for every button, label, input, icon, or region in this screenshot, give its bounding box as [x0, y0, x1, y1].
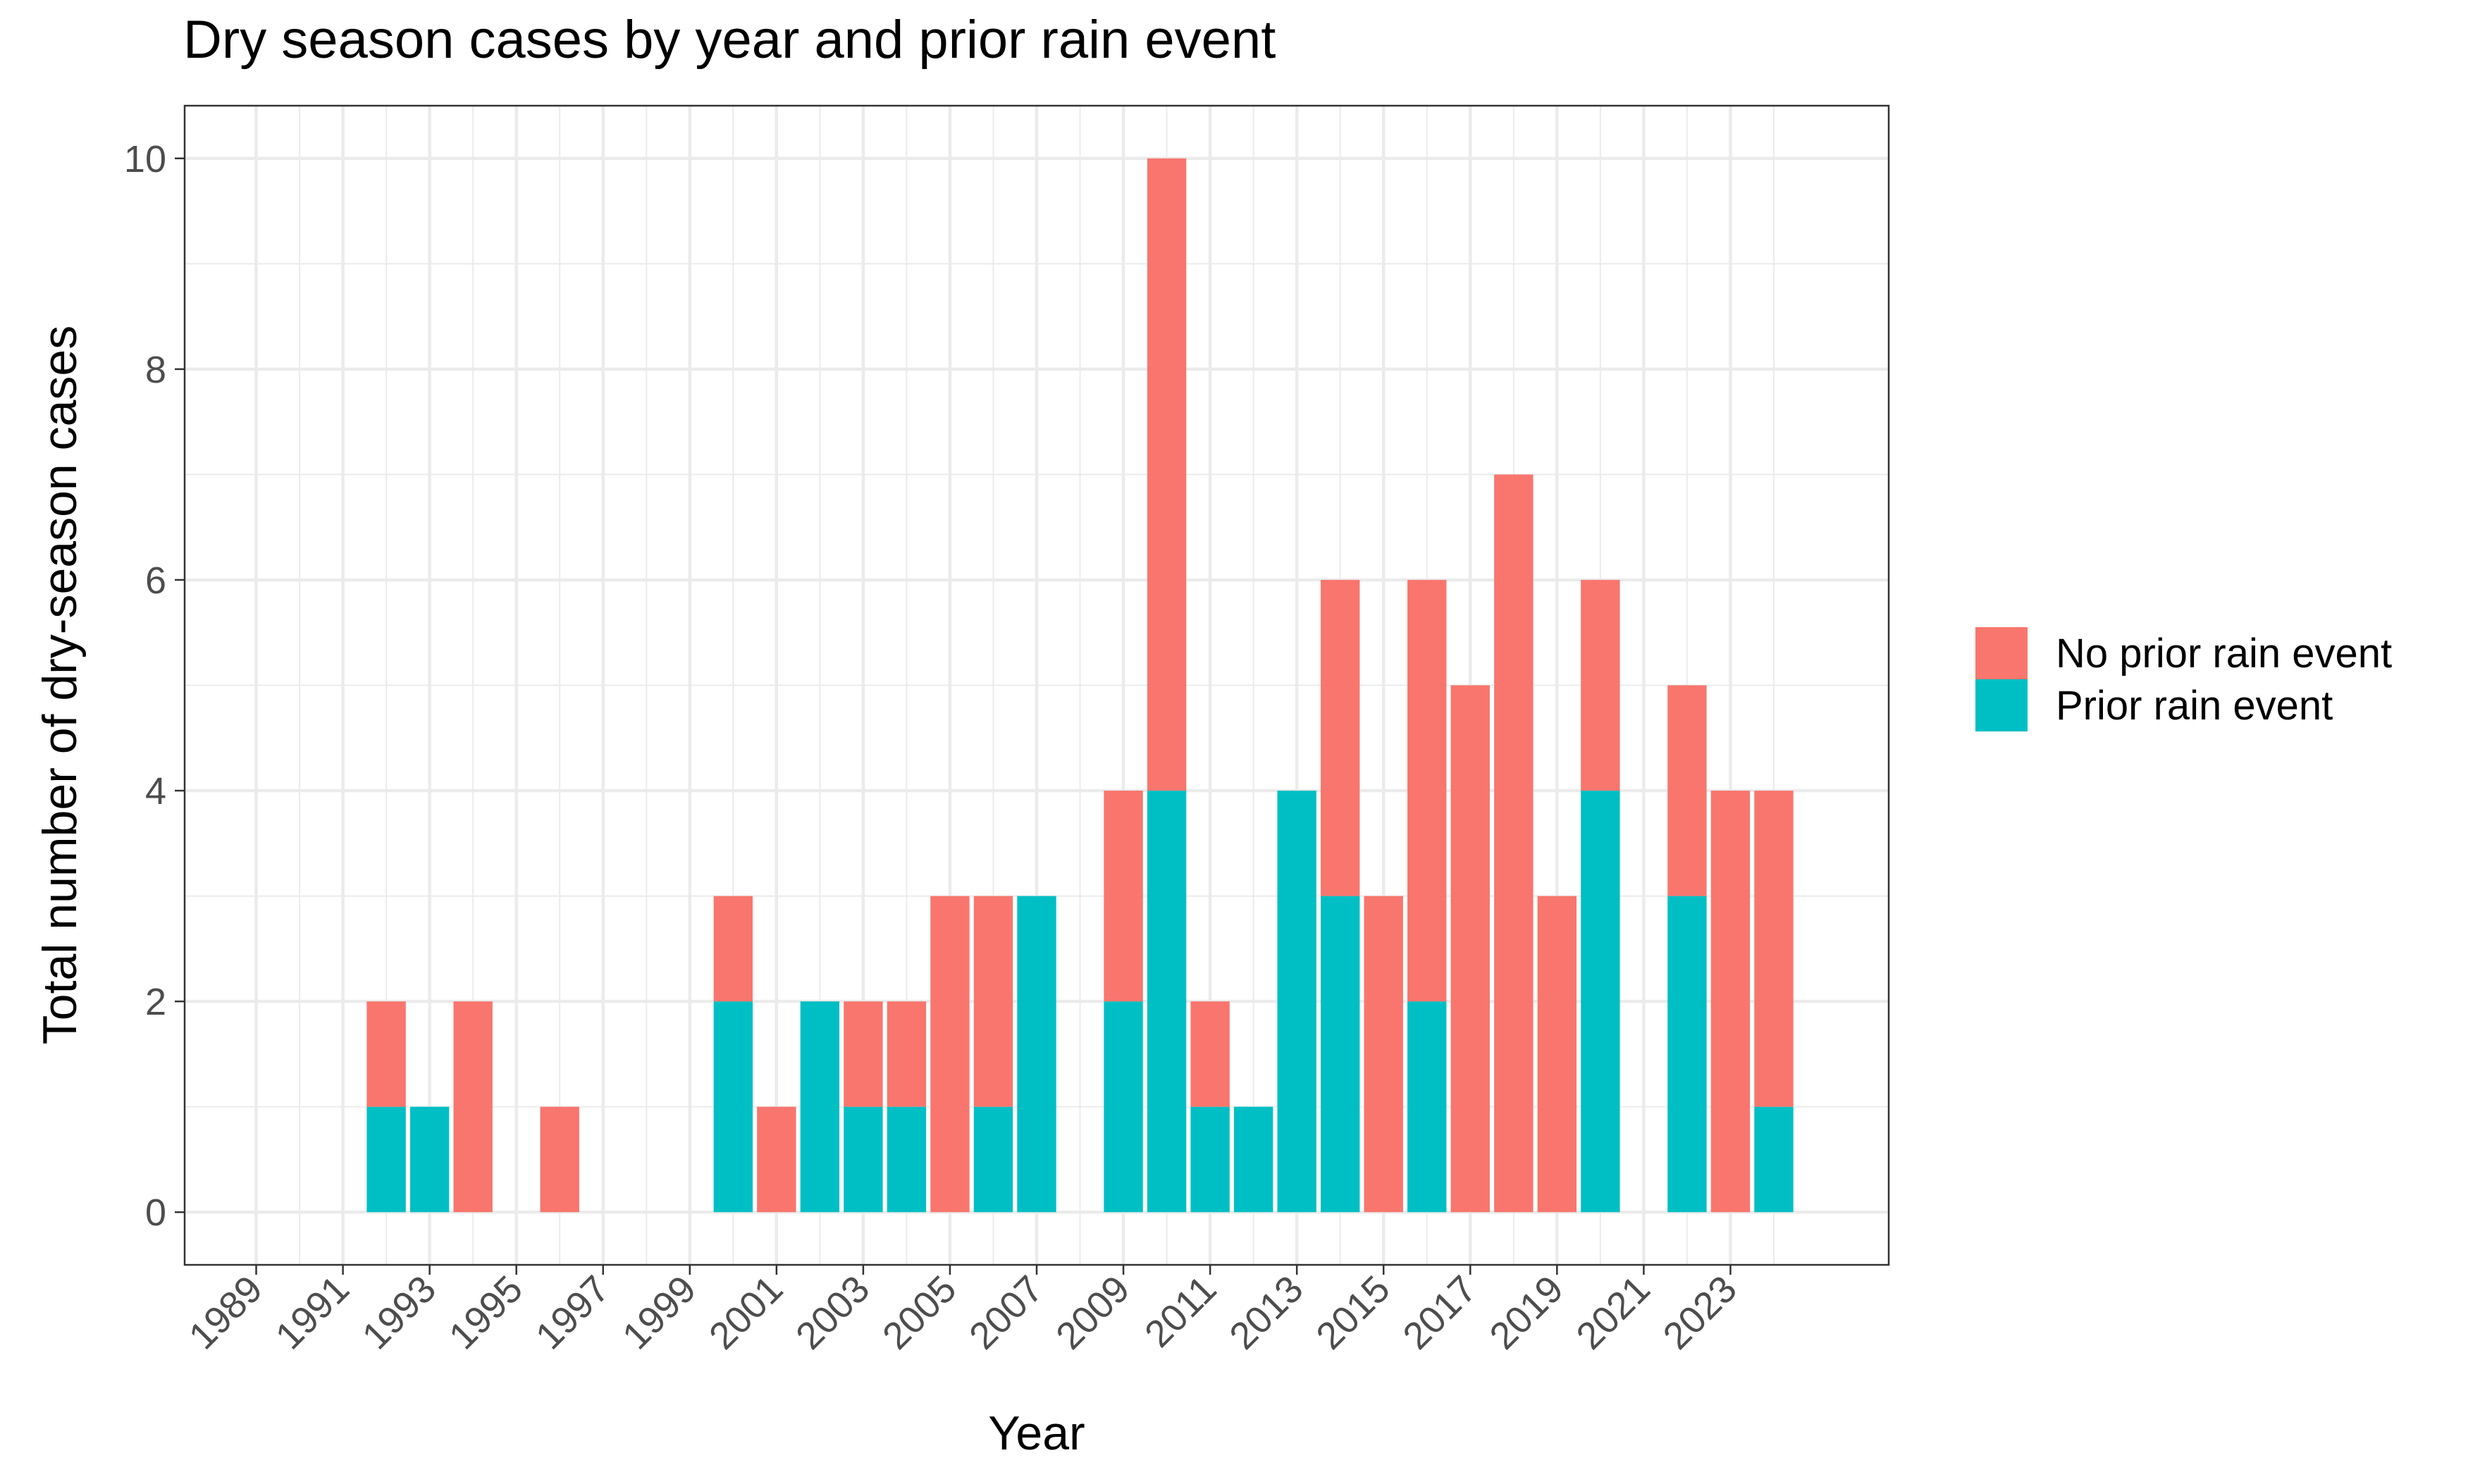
y-tick-label: 6 [145, 559, 166, 602]
legend-key-no-prior-rain-event [1975, 627, 2028, 679]
legend-label: No prior rain event [2056, 631, 2392, 676]
bar-2005-no-prior-rain-event [930, 896, 970, 1213]
legend-label: Prior rain event [2056, 683, 2333, 729]
bar-2018-no-prior-rain-event [1494, 474, 1534, 1213]
bar-2016-no-prior-rain-event [1407, 579, 1447, 1002]
bar-2010-prior-rain-event [1147, 791, 1187, 1213]
bar-1992-prior-rain-event [366, 1106, 406, 1213]
bars [366, 158, 1794, 1213]
bar-2010-no-prior-rain-event [1147, 158, 1187, 791]
bar-2022-no-prior-rain-event [1667, 685, 1707, 896]
y-axis: 0 2 4 6 8 10 [124, 138, 185, 1234]
bar-2011-no-prior-rain-event [1190, 1001, 1230, 1107]
y-tick-label: 4 [145, 770, 166, 812]
bar-2013-prior-rain-event [1277, 791, 1316, 1213]
y-tick-label: 8 [145, 349, 166, 391]
bar-2012-prior-rain-event [1233, 1106, 1273, 1213]
bar-2009-prior-rain-event [1104, 1001, 1143, 1213]
bar-1993-prior-rain-event [409, 1106, 450, 1213]
y-axis-title: Total number of dry-season cases [33, 326, 87, 1045]
bar-1992-no-prior-rain-event [366, 1001, 406, 1107]
chart-title: Dry season cases by year and prior rain … [183, 10, 1276, 70]
bar-2019-no-prior-rain-event [1537, 896, 1577, 1213]
bar-2000-no-prior-rain-event [713, 896, 753, 1002]
bar-2011-prior-rain-event [1190, 1106, 1230, 1213]
bar-2014-no-prior-rain-event [1321, 579, 1360, 896]
y-tick-label: 0 [145, 1192, 166, 1234]
bar-2022-prior-rain-event [1667, 896, 1707, 1213]
bar-2006-no-prior-rain-event [973, 896, 1013, 1107]
bar-2007-prior-rain-event [1017, 896, 1056, 1213]
bar-2020-prior-rain-event [1581, 791, 1620, 1213]
bar-2000-prior-rain-event [713, 1001, 753, 1213]
bar-2023-no-prior-rain-event [1710, 791, 1751, 1213]
bar-1994-no-prior-rain-event [453, 1001, 493, 1213]
bar-2024-prior-rain-event [1754, 1106, 1794, 1213]
bar-2003-no-prior-rain-event [844, 1001, 883, 1107]
y-tick-label: 10 [124, 138, 166, 180]
bar-2002-prior-rain-event [800, 1001, 840, 1213]
bar-2020-no-prior-rain-event [1581, 579, 1620, 791]
y-tick-label: 2 [145, 981, 166, 1023]
bar-2004-prior-rain-event [887, 1106, 927, 1213]
legend-key-prior-rain-event [1975, 679, 2028, 731]
bar-2009-no-prior-rain-event [1104, 791, 1143, 1002]
x-axis-title: Year [988, 1406, 1085, 1460]
bar-1996-no-prior-rain-event [540, 1106, 579, 1213]
bar-2015-no-prior-rain-event [1364, 896, 1403, 1213]
bar-2016-prior-rain-event [1407, 1001, 1447, 1213]
bar-2024-no-prior-rain-event [1754, 791, 1794, 1107]
bar-2017-no-prior-rain-event [1450, 685, 1490, 1213]
bar-2001-no-prior-rain-event [757, 1106, 796, 1213]
bar-2006-prior-rain-event [973, 1106, 1013, 1213]
bar-2014-prior-rain-event [1321, 896, 1360, 1213]
legend: No prior rain event Prior rain event [1975, 627, 2392, 731]
bar-2003-prior-rain-event [844, 1106, 883, 1213]
bar-2004-no-prior-rain-event [887, 1001, 927, 1107]
